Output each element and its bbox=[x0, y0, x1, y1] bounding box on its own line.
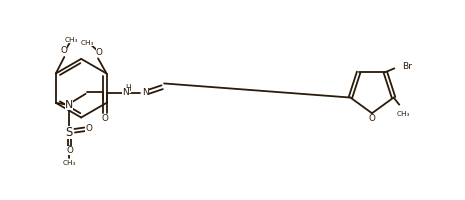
Text: CH₃: CH₃ bbox=[397, 111, 410, 117]
Text: CH₃: CH₃ bbox=[65, 37, 79, 43]
Text: O: O bbox=[96, 48, 102, 57]
Text: O: O bbox=[86, 124, 93, 133]
Text: S: S bbox=[66, 126, 73, 139]
Text: H: H bbox=[125, 84, 131, 93]
Text: O: O bbox=[369, 114, 375, 123]
Text: CH₃: CH₃ bbox=[81, 40, 94, 46]
Text: O: O bbox=[66, 146, 73, 155]
Text: CH₃: CH₃ bbox=[62, 160, 76, 166]
Text: Br: Br bbox=[402, 62, 412, 71]
Text: O: O bbox=[60, 46, 67, 55]
Text: N: N bbox=[65, 100, 73, 110]
Text: N: N bbox=[122, 88, 129, 97]
Text: N: N bbox=[142, 88, 148, 97]
Text: O: O bbox=[101, 114, 108, 123]
